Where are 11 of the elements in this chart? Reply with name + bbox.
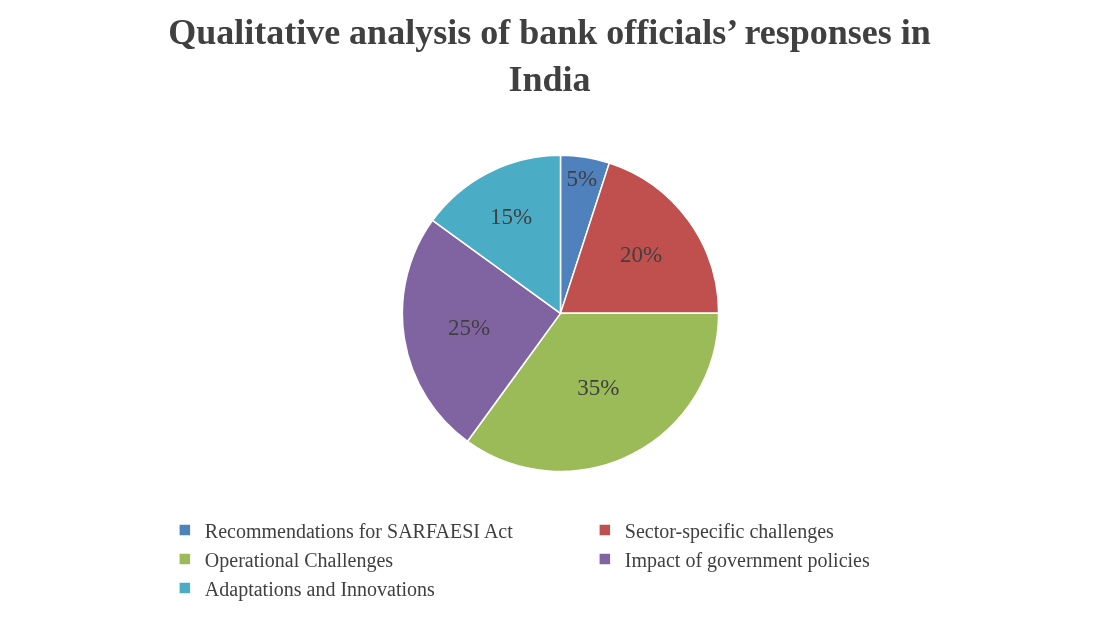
legend-label: Impact of government policies xyxy=(624,548,870,572)
legend-label: Adaptations and Innovations xyxy=(204,577,436,601)
data-label: 5% xyxy=(566,165,598,191)
legend-label: Sector-specific challenges xyxy=(624,519,835,543)
chart-title: Qualitative analysis of bank officials’ responses in India xyxy=(168,12,931,100)
legend-label: Operational Challenges xyxy=(204,548,394,572)
data-label: 25% xyxy=(447,315,491,341)
data-label: 35% xyxy=(577,375,620,401)
data-label: 15% xyxy=(490,203,533,229)
legend-label: Recommendations for SARFAESI Act xyxy=(204,519,514,542)
data-label: 20% xyxy=(619,242,663,268)
